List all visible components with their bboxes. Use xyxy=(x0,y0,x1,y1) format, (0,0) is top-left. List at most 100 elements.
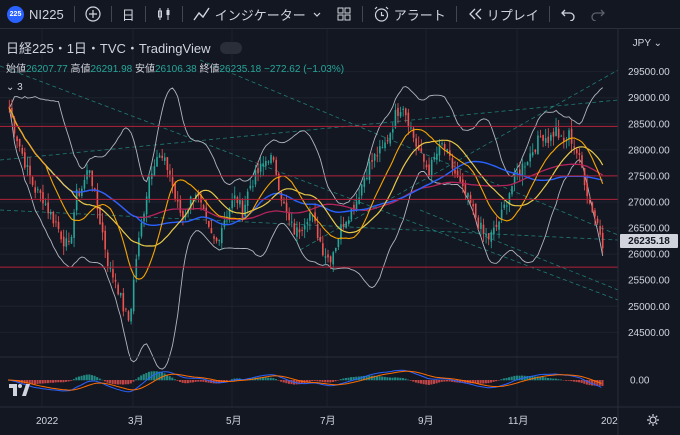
candle-body xyxy=(518,169,521,175)
candle-body xyxy=(428,164,430,176)
candle-body xyxy=(586,183,588,197)
macd-histogram-bar xyxy=(414,380,417,383)
replay-button[interactable]: リプレイ xyxy=(460,0,546,28)
candle-body xyxy=(75,189,78,211)
macd-histogram-bar xyxy=(269,377,272,381)
candle-body xyxy=(464,183,467,196)
open-label: 始値 xyxy=(6,64,26,75)
candle-body xyxy=(169,170,171,175)
price-chart[interactable]: 29500.00 29000.00 28500.00 28000.00 27500.00… xyxy=(0,29,680,435)
macd-histogram-bar xyxy=(90,375,93,381)
chart-type-button[interactable] xyxy=(149,0,179,28)
macd-histogram-bar xyxy=(62,380,65,383)
undo-button[interactable] xyxy=(553,0,583,28)
candle-body xyxy=(529,153,531,162)
macd-histogram-bar xyxy=(277,380,280,381)
macd-histogram-bar xyxy=(572,380,575,382)
horizontal-levels xyxy=(0,125,618,268)
currency-selector[interactable]: JPY ⌄ xyxy=(633,38,662,49)
macd-histogram-bar xyxy=(554,378,557,381)
candle-body xyxy=(573,146,576,148)
candle-body xyxy=(314,212,316,222)
candle-body xyxy=(534,149,537,153)
settings-gear-icon[interactable] xyxy=(646,413,660,427)
candle-body xyxy=(570,128,573,144)
candle-body xyxy=(13,118,16,134)
candle-body xyxy=(404,108,407,116)
candle-body xyxy=(29,165,31,177)
add-circle-icon xyxy=(85,6,101,22)
macd-histogram-bar xyxy=(417,380,420,384)
macd-histogram-bar xyxy=(500,379,503,381)
legend-toggle[interactable] xyxy=(220,41,243,54)
macd-histogram-bar xyxy=(72,379,75,381)
macd-histogram-bar xyxy=(580,380,583,383)
macd-histogram-bar xyxy=(41,380,44,384)
alert-button[interactable]: アラート xyxy=(366,0,453,28)
symbol-search[interactable]: 225 NI225 xyxy=(0,0,71,28)
candle-body xyxy=(55,221,57,223)
candle-body xyxy=(480,222,482,229)
macd-histogram-bar xyxy=(479,380,482,384)
candles-icon xyxy=(157,8,170,20)
chart-legend: 日経225・1日・TVC・TradingView xyxy=(6,38,243,57)
candle-body xyxy=(425,164,428,168)
macd-histogram-bar xyxy=(313,380,316,381)
candle-body xyxy=(327,254,329,258)
time-tick-label: 5月 xyxy=(226,415,242,427)
price-axis[interactable]: 29500.00 29000.00 28500.00 28000.00 27500.00… xyxy=(628,67,670,386)
macd-histogram-bar xyxy=(194,380,197,382)
indicators-button[interactable]: インジケーター xyxy=(186,0,329,28)
macd-histogram-bar xyxy=(575,380,578,383)
candle-body xyxy=(109,267,112,269)
trend-line xyxy=(419,209,619,291)
time-axis[interactable]: 2022 3月 5月 7月 9月 11月 202 xyxy=(36,415,618,427)
macd-histogram-bar xyxy=(422,380,425,385)
macd-histogram-bar xyxy=(318,380,322,382)
macd-histogram-bar xyxy=(401,378,404,381)
candle-body xyxy=(270,155,272,164)
macd-histogram-bar xyxy=(140,375,143,381)
macd-histogram-bar xyxy=(155,371,158,381)
trend-line xyxy=(0,209,619,241)
chevron-down-icon: ⌄ xyxy=(6,82,15,93)
macd-histogram-bar xyxy=(280,380,283,382)
macd-histogram-bar xyxy=(342,378,345,381)
candle-body xyxy=(588,198,591,204)
macd-histogram-bar xyxy=(75,377,78,381)
macd-histogram-bar xyxy=(394,377,397,381)
macd-histogram-bar xyxy=(52,380,55,383)
candle-body xyxy=(246,191,249,206)
macd-histogram-bar xyxy=(163,373,166,381)
macd-histogram-bar xyxy=(49,380,52,383)
macd-histogram-bar xyxy=(477,380,480,384)
macd-histogram-bar xyxy=(591,380,594,386)
candle-body xyxy=(376,155,379,157)
macd-histogram-bar xyxy=(355,376,358,381)
high-value: 26291.98 xyxy=(90,64,133,75)
candle-body xyxy=(140,223,143,237)
candle-body xyxy=(591,202,594,213)
candle-body xyxy=(334,247,337,252)
redo-button[interactable] xyxy=(583,0,613,28)
redo-icon xyxy=(591,9,605,21)
macd-histogram-bar xyxy=(39,380,42,384)
tradingview-logo-icon[interactable] xyxy=(8,380,30,398)
time-tick-label: 3月 xyxy=(128,415,144,427)
compare-button[interactable] xyxy=(78,0,108,28)
candle-body xyxy=(26,164,29,167)
candle-body xyxy=(122,293,125,312)
candle-body xyxy=(379,146,381,154)
indicators-collapse[interactable]: ⌄ 3 xyxy=(6,82,23,93)
candle-body xyxy=(36,189,39,191)
layout-button[interactable] xyxy=(329,0,359,28)
interval-button[interactable]: 日 xyxy=(121,7,135,23)
macd-histogram-bar xyxy=(44,380,47,384)
macd-histogram-bar xyxy=(407,379,410,381)
macd-histogram-bar xyxy=(510,376,513,381)
candle-body xyxy=(262,163,265,167)
high-label: 高値 xyxy=(70,64,91,75)
candle-body xyxy=(467,193,469,197)
macd-histogram-bar xyxy=(570,380,573,382)
candle-body xyxy=(381,147,384,149)
